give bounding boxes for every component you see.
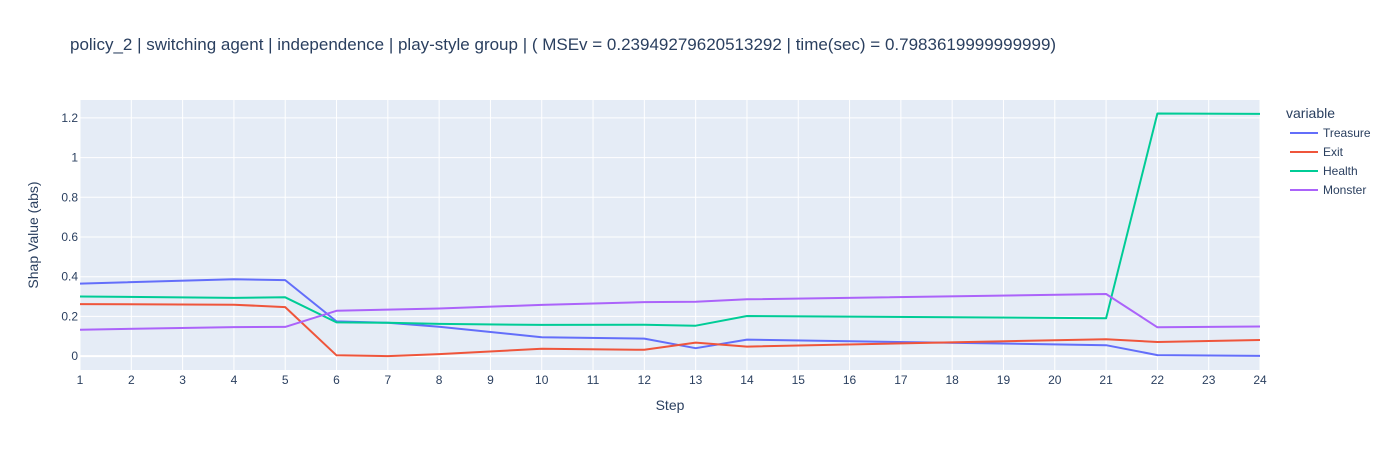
legend-item-exit[interactable]: Exit xyxy=(1290,145,1344,159)
series-line-treasure xyxy=(79,278,1261,357)
x-axis-title: Step xyxy=(656,397,685,413)
x-tick-label: 10 xyxy=(535,373,549,387)
x-tick-label: 5 xyxy=(282,373,289,387)
y-axis-title: Shap Value (abs) xyxy=(25,181,41,288)
x-tick-label: 18 xyxy=(945,373,959,387)
y-axis-ticks: 0 0.2 0.4 0.6 0.8 1 1.2 xyxy=(61,111,78,363)
series-lines xyxy=(79,112,1261,358)
y-tick-label: 0 xyxy=(71,349,78,363)
plot-area xyxy=(80,100,1260,370)
y-tick-label: 1 xyxy=(71,151,78,165)
y-tick-label: 1.2 xyxy=(61,111,78,125)
x-tick-label: 13 xyxy=(689,373,703,387)
x-tick-label: 20 xyxy=(1048,373,1062,387)
legend-label: Treasure xyxy=(1323,126,1371,140)
series-line-exit xyxy=(79,303,1261,358)
x-tick-label: 1 xyxy=(77,373,84,387)
y-tick-label: 0.6 xyxy=(61,230,78,244)
x-tick-label: 8 xyxy=(436,373,443,387)
x-tick-label: 9 xyxy=(487,373,494,387)
x-axis-ticks: 1 2 3 4 5 6 7 8 9 10 11 12 13 14 15 16 17 18 19 20 21 22 23 24 xyxy=(77,373,1267,387)
x-tick-label: 15 xyxy=(792,373,806,387)
legend-item-health[interactable]: Health xyxy=(1290,164,1358,178)
legend-title: variable xyxy=(1286,105,1335,121)
legend-item-treasure[interactable]: Treasure xyxy=(1290,126,1371,140)
x-tick-label: 3 xyxy=(179,373,186,387)
x-tick-label: 24 xyxy=(1253,373,1267,387)
x-tick-label: 11 xyxy=(587,373,600,387)
legend-item-monster[interactable]: Monster xyxy=(1290,183,1366,197)
x-tick-label: 21 xyxy=(1099,373,1113,387)
y-tick-label: 0.2 xyxy=(61,309,78,323)
x-tick-label: 12 xyxy=(638,373,652,387)
x-tick-label: 4 xyxy=(231,373,238,387)
y-tick-label: 0.4 xyxy=(61,270,78,284)
series-line-health xyxy=(79,112,1261,327)
x-tick-label: 17 xyxy=(894,373,908,387)
x-tick-label: 14 xyxy=(740,373,754,387)
legend-label: Health xyxy=(1323,164,1358,178)
legend-label: Monster xyxy=(1323,183,1366,197)
legend-label: Exit xyxy=(1323,145,1344,159)
legend: variable Treasure Exit Health Monster xyxy=(1286,105,1371,197)
x-tick-label: 23 xyxy=(1202,373,1216,387)
x-tick-label: 2 xyxy=(128,373,135,387)
chart-title: policy_2 | switching agent | independenc… xyxy=(70,35,1056,54)
x-tick-label: 19 xyxy=(997,373,1011,387)
x-tick-label: 16 xyxy=(843,373,857,387)
x-tick-label: 6 xyxy=(333,373,340,387)
series-line-monster xyxy=(79,293,1261,331)
y-tick-label: 0.8 xyxy=(61,190,78,204)
x-tick-label: 7 xyxy=(384,373,391,387)
legend-items: Treasure Exit Health Monster xyxy=(1290,126,1371,197)
x-tick-label: 22 xyxy=(1151,373,1165,387)
